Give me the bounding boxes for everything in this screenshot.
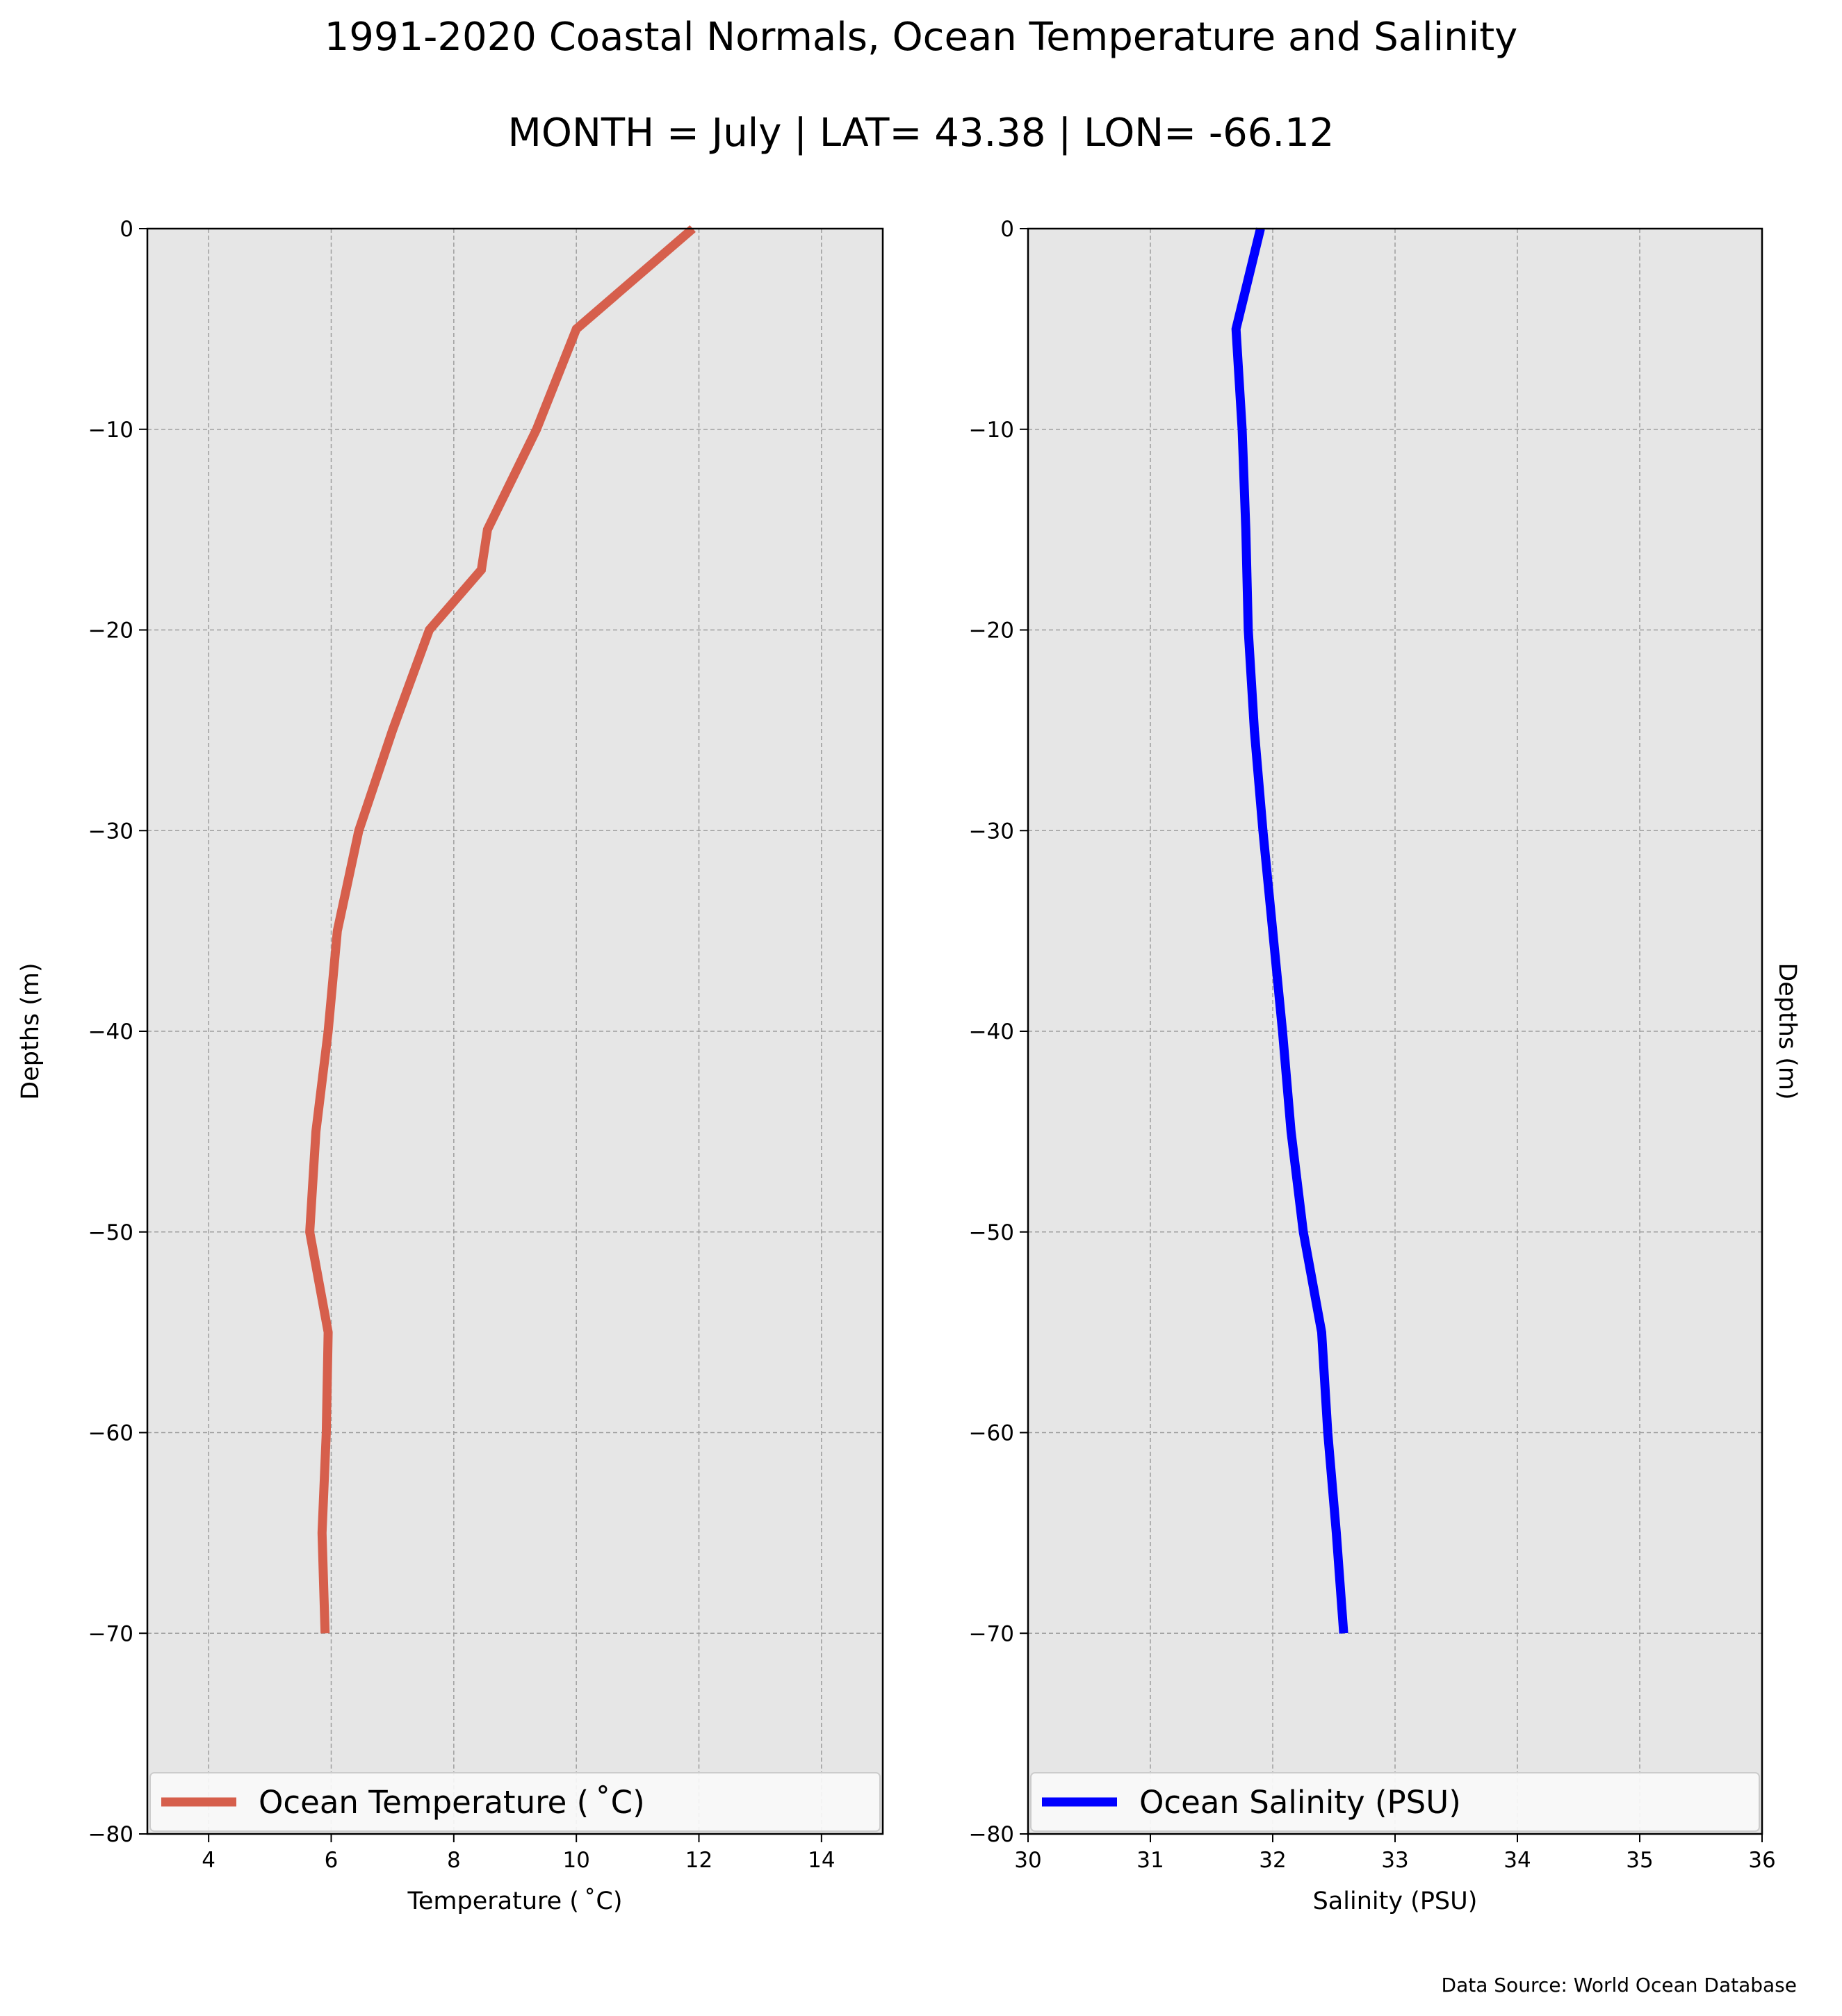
- temperature-panel: 4 6 8 10 12 14 0 −10 −20 −30 −40 −50 −60 −70 −80 Temper…: [17, 217, 884, 1915]
- salinity-xtick-label: 34: [1503, 1848, 1531, 1873]
- salinity-xtick-label: 33: [1381, 1848, 1408, 1873]
- figure-subtitle: MONTH = July | LAT= 43.38 | LON= -66.12: [508, 110, 1335, 156]
- salinity-ytick-label: −10: [969, 418, 1014, 443]
- temperature-ytick-label: −10: [88, 418, 133, 443]
- salinity-ytick-label: −30: [969, 819, 1014, 844]
- salinity-xtick-label: 30: [1014, 1848, 1041, 1873]
- salinity-xtick-label: 36: [1748, 1848, 1775, 1873]
- temperature-legend-box: [149, 1772, 881, 1832]
- temperature-ytick-label: −30: [88, 819, 133, 844]
- salinity-xtick-label: 35: [1626, 1848, 1653, 1873]
- salinity-ytick-label: −70: [969, 1621, 1014, 1646]
- data-source-note: Data Source: World Ocean Database: [1442, 1974, 1797, 1997]
- temperature-xtick-label: 10: [562, 1848, 589, 1873]
- salinity-ytick-label: 0: [1000, 217, 1014, 242]
- temperature-x-axis-label: Temperature ( ˚C): [407, 1887, 622, 1915]
- temperature-ytick-label: −50: [88, 1220, 133, 1245]
- salinity-xtick-label: 32: [1259, 1848, 1286, 1873]
- salinity-ytick-label: −80: [969, 1822, 1014, 1847]
- temperature-xtick-label: 8: [447, 1848, 461, 1873]
- salinity-panel: 30 31 32 33 34 35 36 0 −10 −20 −30 −40 −50 −60 −70 −80 S…: [969, 217, 1801, 1915]
- temperature-ytick-label: 0: [120, 217, 133, 242]
- salinity-ytick-label: −50: [969, 1220, 1014, 1245]
- salinity-ytick-label: −20: [969, 618, 1014, 644]
- temperature-xtick-label: 12: [685, 1848, 712, 1873]
- temperature-ytick-label: −40: [88, 1019, 133, 1044]
- temperature-legend-label: Ocean Temperature ( ˚C): [259, 1784, 645, 1821]
- salinity-y-axis-label: Depths (m): [1773, 962, 1801, 1099]
- figure-title: 1991-2020 Coastal Normals, Ocean Tempera…: [325, 15, 1518, 60]
- temperature-ytick-label: −80: [88, 1822, 133, 1847]
- temperature-series-line: [305, 225, 696, 1634]
- salinity-legend-label: Ocean Salinity (PSU): [1139, 1784, 1461, 1821]
- salinity-series-line: [1231, 227, 1348, 1634]
- temperature-ytick-label: −20: [88, 618, 133, 644]
- salinity-legend-box: [1030, 1772, 1760, 1832]
- temperature-xtick-label: 14: [808, 1848, 835, 1873]
- salinity-x-axis-label: Salinity (PSU): [1313, 1887, 1478, 1915]
- temperature-xtick-label: 6: [325, 1848, 339, 1873]
- salinity-ytick-label: −60: [969, 1421, 1014, 1446]
- temperature-ytick-label: −70: [88, 1621, 133, 1646]
- temperature-y-axis-label: Depths (m): [17, 962, 44, 1099]
- salinity-xtick-label: 31: [1136, 1848, 1164, 1873]
- temperature-ytick-label: −60: [88, 1421, 133, 1446]
- temperature-xtick-label: 4: [202, 1848, 215, 1873]
- salinity-ytick-label: −40: [969, 1019, 1014, 1044]
